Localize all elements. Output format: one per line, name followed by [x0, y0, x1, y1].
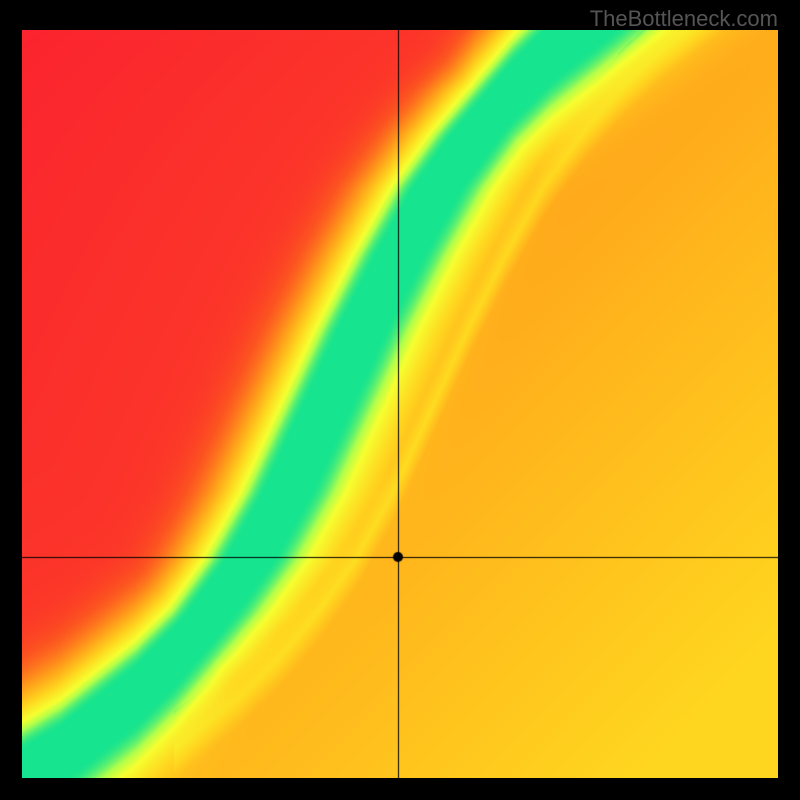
watermark-text: TheBottleneck.com [590, 6, 778, 32]
image-root: TheBottleneck.com [0, 0, 800, 800]
heatmap-canvas [22, 30, 778, 778]
heatmap-plot [22, 30, 778, 778]
